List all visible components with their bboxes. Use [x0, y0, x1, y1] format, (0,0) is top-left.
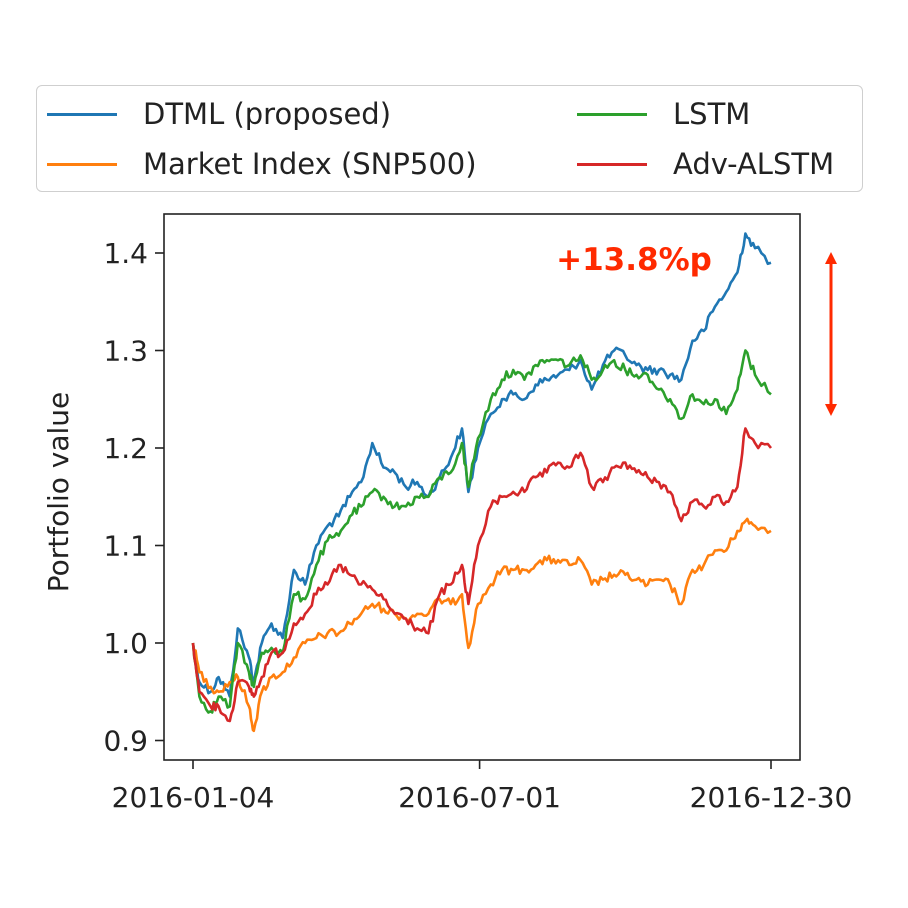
legend-label-market-index: Market Index (SNP500) [143, 147, 477, 181]
y-tick-label: 0.9 [103, 725, 148, 758]
axes: 0.9 1.0 1.1 1.2 1.3 1.4 2016-01-04 2016-07-01 20… [103, 237, 852, 814]
y-tick-label: 1.4 [103, 237, 148, 270]
legend-item-dtml: DTML (proposed) [47, 94, 391, 134]
y-axis-label: Portfolio value [42, 392, 75, 593]
legend-swatch-adv-alstm [577, 162, 647, 166]
legend-label-lstm: LSTM [673, 97, 751, 131]
legend-swatch-lstm [577, 112, 647, 116]
series-lines [191, 232, 773, 733]
series-line-market-index-snp500 [191, 517, 772, 733]
series-line-lstm [191, 349, 772, 714]
x-tick-label: 2016-01-04 [112, 781, 275, 814]
y-tick-label: 1.1 [103, 530, 148, 563]
improvement-annotation: +13.8%p [556, 242, 712, 278]
plot-area [163, 213, 801, 761]
legend-item-market-index: Market Index (SNP500) [47, 144, 477, 184]
y-tick-label: 1.3 [103, 335, 148, 368]
x-tick-label: 2016-07-01 [398, 781, 561, 814]
series-line-adv-alstm [191, 427, 773, 723]
legend-label-adv-alstm: Adv-ALSTM [673, 147, 835, 181]
legend-swatch-dtml [47, 112, 117, 116]
y-tick-label: 1.0 [103, 627, 148, 660]
legend-label-dtml: DTML (proposed) [143, 97, 392, 131]
legend-swatch-market-index [47, 162, 117, 166]
legend-item-adv-alstm: Adv-ALSTM [577, 144, 834, 184]
legend: DTML (proposed) Market Index (SNP500) LS… [36, 85, 863, 192]
legend-item-lstm: LSTM [577, 94, 750, 134]
plot-frame [163, 213, 801, 761]
series-line-dtml-proposed [191, 232, 772, 698]
y-tick-label: 1.2 [103, 432, 148, 465]
x-tick-label: 2016-12-30 [690, 781, 853, 814]
